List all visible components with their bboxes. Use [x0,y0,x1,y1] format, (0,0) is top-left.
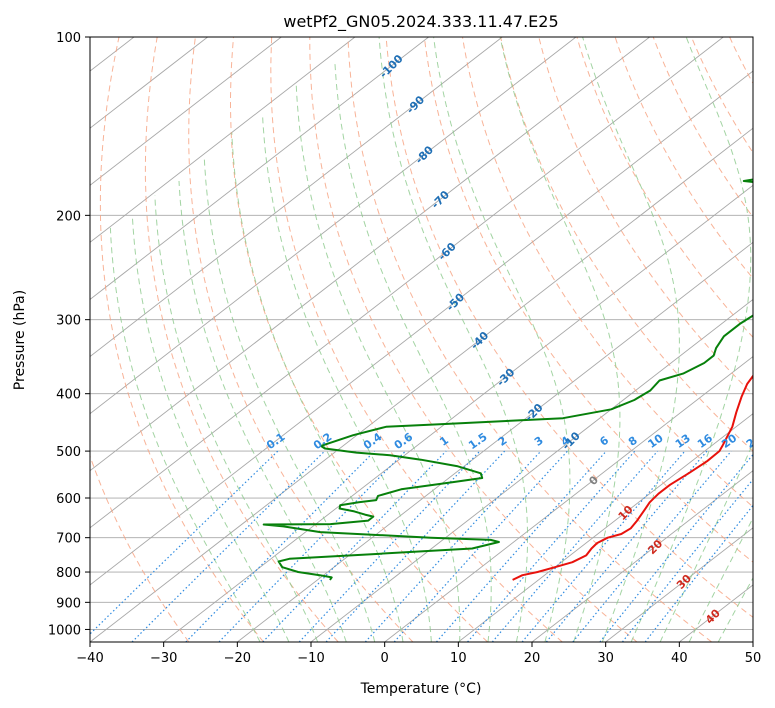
axes: −40 −30 −20 −10 0 10 20 30 40 50 100 200 300 400 500 60… [48,31,761,666]
isotherm-line [90,127,753,642]
dry-adiabat [500,37,753,452]
moist-adiabat [262,114,432,642]
mixing-ratio-line [599,453,753,642]
isotherm-line [237,241,753,642]
moist-adiabat [178,180,347,642]
isotherm-line [384,355,753,642]
x-tick-label: 20 [524,651,541,666]
chart-title: wetPf2_GN05.2024.333.11.47.E25 [283,12,558,32]
mixing-ratio-line [298,450,481,642]
moist-adiabat [334,61,492,642]
x-tick-label: 40 [671,651,688,666]
mixing-ratio-line [393,450,568,642]
x-tick-label: 0 [381,651,389,666]
y-tick-label: 1000 [48,623,81,638]
mixing-ratio-line [185,450,376,642]
moist-adiabat [295,83,461,642]
y-tick-label: 600 [56,492,81,507]
x-tick-label: −40 [76,651,103,666]
isotherm-line [90,37,577,415]
x-tick-label: 30 [597,651,614,666]
dry-adiabat [309,37,638,642]
temperature-profile [512,374,753,581]
isotherm-line [90,37,503,358]
x-tick-label: 10 [450,651,467,666]
dry-adiabat [188,37,414,642]
dry-adiabat [690,37,753,154]
dry-adiabat [538,37,753,396]
profile-lines [262,178,753,581]
y-axis-label: Pressure (hPa) [12,290,28,390]
moist-adiabat [499,37,621,642]
isotherm-line [90,70,753,586]
mixing-ratio-line [131,450,326,642]
dry-adiabat [347,37,713,642]
mixing-ratio-line [435,450,607,642]
moist-adiabat [659,442,753,642]
dry-adiabat [99,37,264,642]
y-tick-label: 300 [56,314,81,329]
moist-adiabat [203,157,376,642]
dry-adiabat [652,37,753,218]
dewpoint-profile [262,178,753,581]
moist-adiabat [154,195,319,642]
x-tick-label: −20 [224,651,251,666]
y-tick-label: 900 [56,596,81,611]
mixing-ratio-line [545,450,708,642]
moist-adiabat [433,37,571,642]
y-tick-label: 200 [56,209,81,224]
moist-adiabat [378,37,528,642]
mixing-ratio-line [364,450,542,642]
isotherm-line [531,470,753,642]
mixing-ratio-line [621,478,753,642]
dry-adiabat [270,37,563,642]
y-tick-label: 100 [56,31,81,46]
y-tick-label: 700 [56,532,81,547]
dry-adiabat [576,37,753,339]
y-tick-label: 500 [56,445,81,460]
isotherm-line [163,184,753,642]
mixing-ratio-line [218,450,406,642]
moist-adiabat [231,132,404,642]
isotherm-line [605,527,753,642]
isotherm-line [458,413,753,642]
y-tick-label: 800 [56,566,81,581]
plot-grid [90,37,753,642]
mixing-ratio-line [572,450,732,642]
plot-frame [89,36,754,643]
x-axis-label: Temperature (°C) [360,681,482,697]
isotherm-line [90,37,282,186]
x-tick-label: −30 [150,651,177,666]
isotherm-line [90,37,356,243]
x-tick-label: 50 [745,651,762,666]
dry-adiabat [385,37,753,618]
moist-adiabat [582,37,680,642]
mixing-ratio-label: 25 [744,432,764,451]
dry-adiabat [144,37,339,642]
isotherm-line [90,37,650,472]
y-tick-label: 400 [56,388,81,403]
x-tick-label: −10 [297,651,324,666]
isotherm-line [90,37,429,301]
dry-adiabat [423,37,753,563]
moist-adiabat [131,215,290,642]
moist-adiabat [630,37,752,642]
moist-adiabat [109,227,261,642]
mixing-ratio-line [262,450,447,642]
isotherm-line [90,37,724,529]
